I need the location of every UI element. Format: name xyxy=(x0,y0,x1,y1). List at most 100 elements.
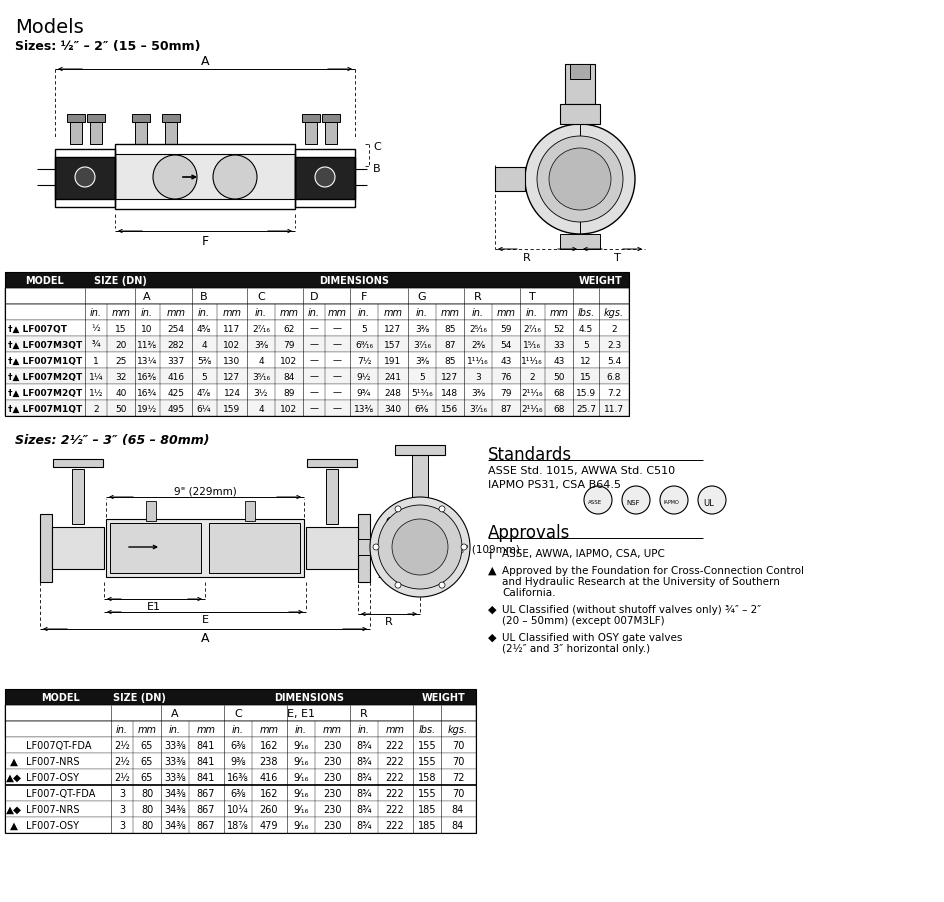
Text: 841: 841 xyxy=(196,741,215,750)
Text: 8¾: 8¾ xyxy=(356,820,371,830)
Text: 155: 155 xyxy=(417,756,436,766)
Text: 127: 127 xyxy=(223,373,241,381)
Text: 222: 222 xyxy=(385,820,404,830)
Bar xyxy=(135,123,147,145)
Text: ◆: ◆ xyxy=(487,632,496,642)
Text: 1¼: 1¼ xyxy=(89,373,103,381)
Circle shape xyxy=(525,124,634,235)
Text: 2⁷⁄₁₆: 2⁷⁄₁₆ xyxy=(252,324,270,333)
Bar xyxy=(52,528,104,569)
Text: ½: ½ xyxy=(92,324,100,333)
Text: 5: 5 xyxy=(361,324,366,333)
Bar xyxy=(115,155,295,199)
Text: MODEL: MODEL xyxy=(25,276,64,286)
Text: 230: 230 xyxy=(323,772,341,782)
Text: 9¾: 9¾ xyxy=(357,388,371,397)
Bar xyxy=(5,737,476,753)
Text: 3⁵⁄₁₆: 3⁵⁄₁₆ xyxy=(252,373,270,381)
Text: F: F xyxy=(201,235,209,248)
Text: 9⁄₁₆: 9⁄₁₆ xyxy=(293,756,309,766)
Bar xyxy=(565,65,595,105)
Text: in.: in. xyxy=(169,724,181,734)
Text: —: — xyxy=(310,388,318,397)
Text: in.: in. xyxy=(308,308,320,318)
Text: 9⁄₁₆: 9⁄₁₆ xyxy=(293,772,309,782)
Bar xyxy=(5,384,629,400)
Text: in.: in. xyxy=(198,308,210,318)
Text: (20 – 50mm) (except 007M3LF): (20 – 50mm) (except 007M3LF) xyxy=(501,615,664,625)
Text: 34⅜: 34⅜ xyxy=(164,788,186,798)
Circle shape xyxy=(439,583,445,588)
Text: 185: 185 xyxy=(417,804,436,815)
Text: 70: 70 xyxy=(451,741,464,750)
Text: in.: in. xyxy=(232,724,244,734)
Text: ▲: ▲ xyxy=(10,820,18,830)
Text: C: C xyxy=(257,291,264,301)
Text: 841: 841 xyxy=(196,756,215,766)
Text: UL Classified (without shutoff valves only) ¾″ – 2″: UL Classified (without shutoff valves on… xyxy=(501,604,760,614)
Bar xyxy=(72,469,84,524)
Text: 8¾: 8¾ xyxy=(356,741,371,750)
Text: LF007-NRS: LF007-NRS xyxy=(26,804,79,815)
Text: 4⁵⁄₁₆" (109mm): 4⁵⁄₁₆" (109mm) xyxy=(443,545,519,555)
Text: 9⁄₁₆: 9⁄₁₆ xyxy=(293,741,309,750)
Text: 80: 80 xyxy=(141,788,153,798)
Text: 68: 68 xyxy=(552,388,565,397)
Text: 20: 20 xyxy=(115,340,126,349)
Text: UL: UL xyxy=(703,498,714,507)
Text: mm: mm xyxy=(322,724,341,734)
Text: 16⅜: 16⅜ xyxy=(227,772,248,782)
Text: kgs.: kgs. xyxy=(603,308,623,318)
Bar xyxy=(87,115,105,123)
Text: 9⁄₁₆: 9⁄₁₆ xyxy=(293,804,309,815)
Text: 3⅜: 3⅜ xyxy=(414,356,429,365)
Text: 72: 72 xyxy=(451,772,464,782)
Text: 89: 89 xyxy=(283,388,295,397)
Text: G: G xyxy=(417,291,426,301)
Text: 34⅜: 34⅜ xyxy=(164,804,186,815)
Text: ▲◆: ▲◆ xyxy=(6,772,22,782)
Text: 12: 12 xyxy=(580,356,591,365)
Text: C (open): C (open) xyxy=(385,517,433,527)
Text: 2½: 2½ xyxy=(114,741,129,750)
Text: 13⅜: 13⅜ xyxy=(354,404,374,413)
Text: A: A xyxy=(171,708,178,718)
Text: 3: 3 xyxy=(119,820,125,830)
Text: 191: 191 xyxy=(384,356,401,365)
Text: —: — xyxy=(310,373,318,381)
Text: mm: mm xyxy=(383,308,402,318)
Text: Sizes: 2½″ – 3″ (65 – 80mm): Sizes: 2½″ – 3″ (65 – 80mm) xyxy=(15,434,210,446)
Bar xyxy=(5,289,629,305)
Text: 33⅜: 33⅜ xyxy=(164,741,186,750)
Text: 162: 162 xyxy=(260,741,278,750)
Bar xyxy=(5,689,476,833)
Text: 124: 124 xyxy=(224,388,240,397)
Text: 3: 3 xyxy=(475,373,480,381)
Text: ¾: ¾ xyxy=(92,340,100,349)
Text: SIZE (DN): SIZE (DN) xyxy=(112,692,165,703)
Text: mm: mm xyxy=(496,308,515,318)
Circle shape xyxy=(370,497,469,597)
Bar xyxy=(5,369,629,384)
Text: 62: 62 xyxy=(283,324,295,333)
Bar xyxy=(53,459,103,467)
Text: 80: 80 xyxy=(141,820,153,830)
Text: 50: 50 xyxy=(552,373,565,381)
Bar xyxy=(55,158,115,199)
Circle shape xyxy=(536,137,622,223)
Text: 6⁹⁄₁₆: 6⁹⁄₁₆ xyxy=(355,340,373,349)
Text: SIZE (DN): SIZE (DN) xyxy=(93,276,146,286)
Circle shape xyxy=(621,486,649,514)
Text: 2½: 2½ xyxy=(114,772,129,782)
Text: 222: 222 xyxy=(385,772,404,782)
Text: 416: 416 xyxy=(167,373,184,381)
Text: 9⁄₁₆: 9⁄₁₆ xyxy=(293,820,309,830)
Text: 157: 157 xyxy=(384,340,401,349)
Bar xyxy=(560,235,599,250)
Text: 3⅜: 3⅜ xyxy=(254,340,268,349)
Text: 2⁷⁄₁₆: 2⁷⁄₁₆ xyxy=(522,324,540,333)
Text: 158: 158 xyxy=(417,772,436,782)
Text: WEIGHT: WEIGHT xyxy=(422,692,465,703)
Text: 425: 425 xyxy=(167,388,184,397)
Bar xyxy=(295,150,355,207)
